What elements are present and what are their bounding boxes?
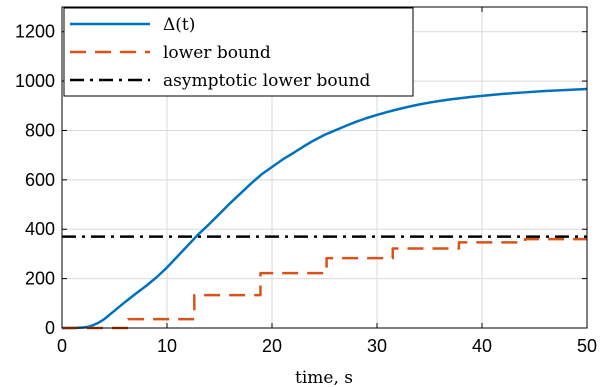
legend-entries: Δ(t) lower bound asymptotic lower bound bbox=[70, 15, 371, 91]
x-axis-label: time, s bbox=[295, 368, 353, 387]
legend-label-1: lower bound bbox=[163, 43, 271, 63]
legend-label-2: asymptotic lower bound bbox=[163, 71, 371, 91]
series-layer bbox=[62, 87, 588, 330]
x-tick-label-0: 0 bbox=[57, 336, 67, 356]
y-tick-label-0: 0 bbox=[45, 318, 55, 338]
x-tick-label-2: 20 bbox=[262, 336, 282, 356]
legend: Δ(t) lower bound asymptotic lower bound bbox=[63, 7, 414, 97]
y-tick-label-5: 1000 bbox=[15, 71, 55, 91]
plot-frame bbox=[61, 6, 588, 329]
legend-label-0: Δ(t) bbox=[163, 15, 195, 35]
x-tick-label-4: 40 bbox=[472, 336, 492, 356]
y-tick-label-6: 1200 bbox=[15, 22, 55, 42]
series-line-0 bbox=[62, 87, 588, 330]
x-tick-label-1: 10 bbox=[157, 336, 177, 356]
x-tick-label-5: 50 bbox=[577, 336, 597, 356]
x-tick-label-3: 30 bbox=[367, 336, 387, 356]
tick-labels: 0 10 20 30 40 50 0 200 400 600 800 1000 1200 bbox=[15, 22, 597, 356]
y-tick-label-3: 600 bbox=[25, 170, 55, 190]
y-tick-label-1: 200 bbox=[25, 269, 55, 289]
series-line-1 bbox=[62, 237, 587, 330]
y-tick-label-4: 800 bbox=[25, 120, 55, 140]
y-tick-label-2: 400 bbox=[25, 219, 55, 239]
